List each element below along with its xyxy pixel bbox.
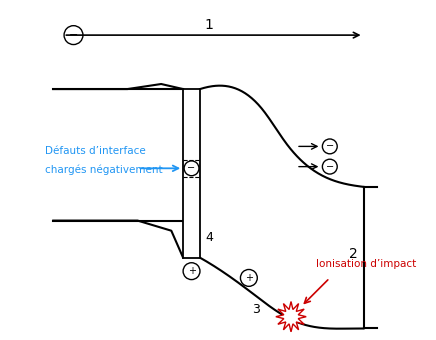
Text: Ionisation d’impact: Ionisation d’impact xyxy=(316,259,416,269)
Text: −: − xyxy=(187,163,196,173)
Text: −: − xyxy=(326,141,334,151)
Text: 2: 2 xyxy=(349,247,358,261)
Text: chargés négativement: chargés négativement xyxy=(45,165,163,175)
Polygon shape xyxy=(276,302,306,332)
Text: +: + xyxy=(187,266,195,276)
Text: +: + xyxy=(245,273,253,283)
Text: 1: 1 xyxy=(204,18,213,32)
Text: 3: 3 xyxy=(252,303,259,317)
Text: 4: 4 xyxy=(205,231,213,244)
Text: −: − xyxy=(69,30,78,40)
Text: −: − xyxy=(326,162,334,172)
Bar xyxy=(183,89,200,258)
Text: Défauts d’interface: Défauts d’interface xyxy=(45,147,146,156)
